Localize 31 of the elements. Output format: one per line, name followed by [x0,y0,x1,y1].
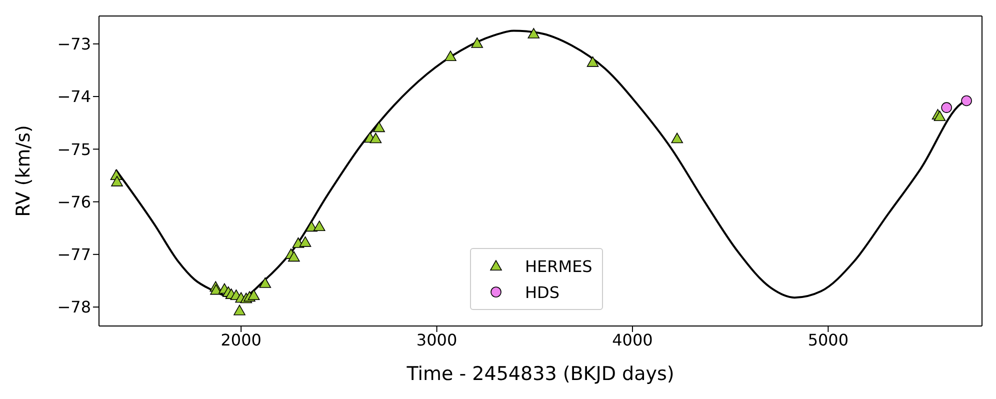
y-tick-label: −78 [57,298,91,317]
point [528,28,540,38]
y-axis-title: RV (km/s) [12,125,35,217]
x-axis-title: Time - 2454833 (BKJD days) [406,363,674,385]
x-tick-label: 5000 [808,330,849,350]
point [373,122,385,132]
y-tick-label: −75 [57,140,91,159]
y-tick-label: −77 [57,245,91,264]
point [471,37,483,48]
point [671,132,683,144]
point [299,236,312,247]
x-tick-label: 4000 [612,330,653,350]
point [210,284,222,295]
point [288,251,300,262]
y-tick-label: −74 [57,87,91,106]
point [586,56,599,67]
point [370,132,382,144]
point [313,220,326,232]
x-tick-label: 3000 [416,330,458,350]
point [259,277,272,288]
point [234,304,246,316]
x-tick-label: 2000 [220,330,262,350]
y-tick-label: −73 [57,34,91,54]
legend-label: HDS [525,282,560,302]
point [941,102,952,113]
legend-label: HERMES [525,256,592,276]
point [444,50,456,62]
point [961,95,972,106]
point [248,290,260,300]
point [111,176,123,186]
y-tick-label: −76 [57,192,91,212]
